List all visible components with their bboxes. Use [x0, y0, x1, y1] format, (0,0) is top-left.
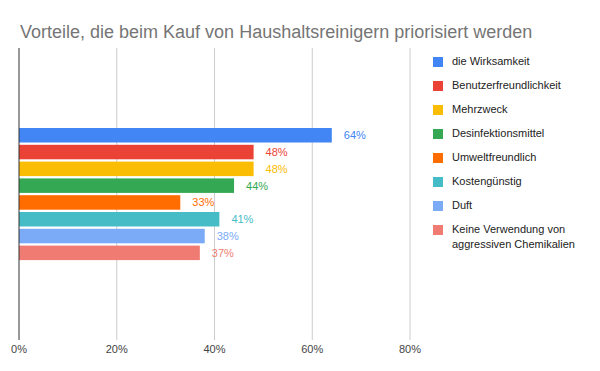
- legend-label: Benutzerfreundlichkeit: [452, 79, 561, 91]
- tick-label: 40%: [203, 343, 225, 355]
- legend-line: Desinfektionsmittel: [452, 127, 544, 139]
- data-label: 44%: [246, 180, 268, 192]
- tick-label: 80%: [399, 343, 421, 355]
- legend-swatch: [433, 129, 443, 139]
- legend-line: die Wirksamkeit: [452, 55, 530, 67]
- legend-swatch: [433, 177, 443, 187]
- data-label: 41%: [231, 213, 253, 225]
- tick-label: 20%: [106, 343, 128, 355]
- axis-line: [19, 48, 20, 340]
- legend-line: Benutzerfreundlichkeit: [452, 79, 561, 91]
- legend: die Wirksamkeit Benutzerfreundlichkeit Meh…: [433, 55, 575, 250]
- legend-label: Umweltfreundlich: [452, 151, 536, 163]
- bar: [19, 128, 332, 143]
- data-label: 33%: [192, 196, 214, 208]
- grid-line: [312, 48, 313, 340]
- legend-label: Mehrzweck: [452, 103, 508, 115]
- legend-swatch: [433, 81, 443, 91]
- grid-line: [214, 48, 215, 340]
- data-label: 37%: [212, 247, 234, 259]
- title: Vorteile, die beim Kauf von Haushaltsrei…: [20, 22, 532, 42]
- legend-swatch: [433, 57, 443, 67]
- legend-swatch: [433, 201, 443, 211]
- grid-line: [410, 48, 411, 340]
- legend-label: Duft: [452, 199, 472, 211]
- legend-swatch: [433, 105, 443, 115]
- legend-label: Desinfektionsmittel: [452, 127, 544, 139]
- bar: [19, 229, 205, 244]
- tick-label: 60%: [301, 343, 323, 355]
- legend-line: Keine Verwendung von: [452, 223, 565, 235]
- bar: [19, 246, 200, 261]
- legend-line: Umweltfreundlich: [452, 151, 536, 163]
- chart: Vorteile, die beim Kauf von Haushaltsrei…: [0, 0, 600, 371]
- legend-label: Keine Verwendung von aggressiven Chemikal…: [452, 223, 575, 250]
- bars: [19, 128, 332, 260]
- legend-line: Kostengünstig: [452, 175, 522, 187]
- bar: [19, 145, 254, 160]
- bar: [19, 212, 219, 227]
- legend-line: Mehrzweck: [452, 103, 508, 115]
- data-label: 64%: [344, 129, 366, 141]
- grid-line: [116, 48, 117, 340]
- legend-swatch: [433, 153, 443, 163]
- data-label: 48%: [266, 163, 288, 175]
- data-labels: 64% 48% 48% 44% 33% 41% 38% 37%: [192, 129, 366, 259]
- background: [0, 0, 600, 371]
- legend-swatch: [433, 225, 443, 235]
- data-label: 38%: [217, 230, 239, 242]
- tick-label: 0%: [11, 343, 27, 355]
- data-label: 48%: [266, 146, 288, 158]
- legend-label: Kostengünstig: [452, 175, 522, 187]
- bar: [19, 195, 180, 210]
- legend-line: Duft: [452, 199, 472, 211]
- legend-label: die Wirksamkeit: [452, 55, 530, 67]
- legend-line: aggressiven Chemikalien: [452, 237, 575, 249]
- x-axis: 0% 20% 40% 60% 80%: [11, 48, 421, 355]
- bar: [19, 162, 254, 177]
- bar: [19, 178, 234, 193]
